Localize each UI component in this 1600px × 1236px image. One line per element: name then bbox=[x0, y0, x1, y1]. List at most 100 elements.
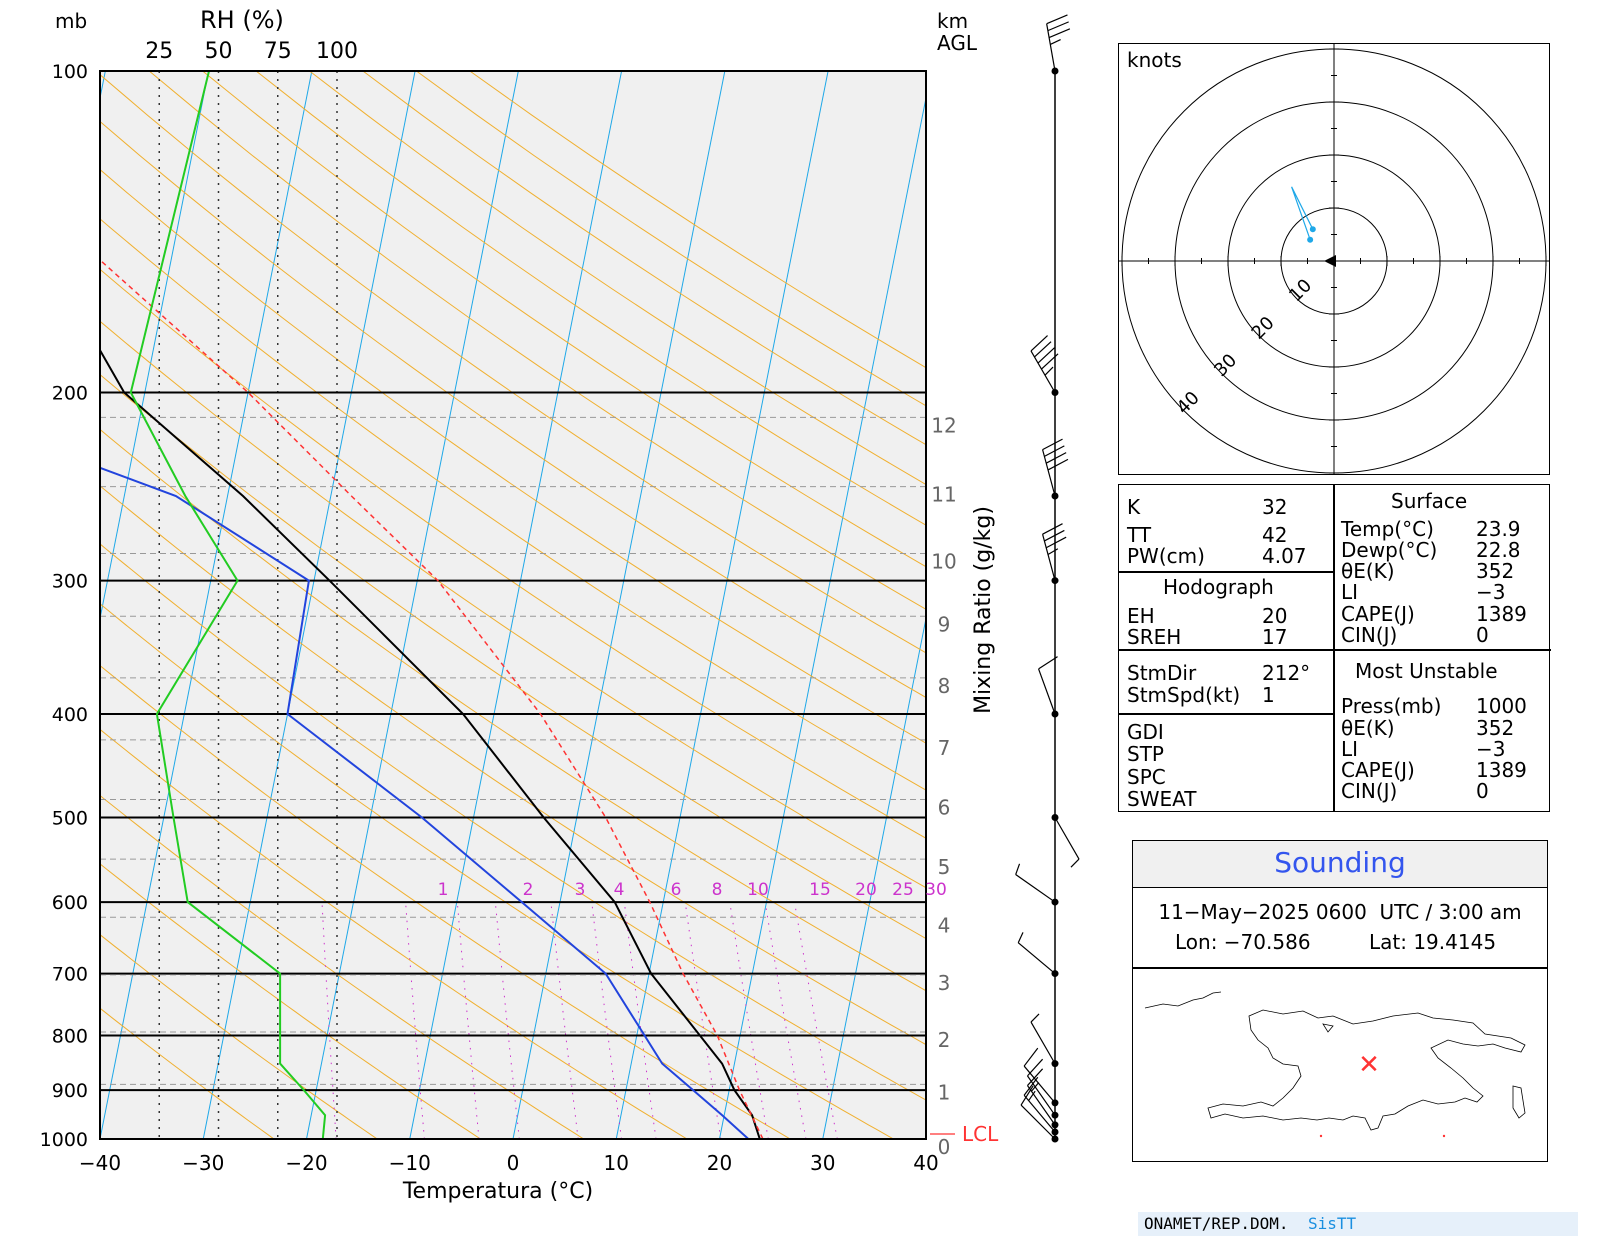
isotherm bbox=[100, 71, 313, 1139]
height-tick-label: 2 bbox=[938, 1028, 951, 1052]
wind-barb-flag bbox=[1042, 523, 1063, 535]
wind-barb-flag bbox=[1044, 529, 1065, 542]
footer-bar: ONAMET/REP.DOM. SisTT bbox=[1138, 1212, 1578, 1236]
x-tick-label: 10 bbox=[604, 1151, 629, 1175]
mu-label: CIN(J) bbox=[1341, 779, 1398, 803]
wind-barb-shaft bbox=[1023, 1065, 1056, 1104]
wind-barb-half-flag bbox=[1050, 39, 1061, 45]
dry-adiabat bbox=[100, 664, 791, 1139]
hodo-index-value: 20 bbox=[1262, 604, 1288, 628]
surface-label: Dewp(°C) bbox=[1341, 538, 1438, 562]
storm-value: 1 bbox=[1262, 683, 1275, 707]
x-tick-label: −20 bbox=[285, 1151, 327, 1175]
dry-adiabat bbox=[100, 168, 926, 744]
x-tick-label: −40 bbox=[79, 1151, 121, 1175]
mu-label: θE(K) bbox=[1341, 716, 1395, 740]
plot-area bbox=[100, 71, 926, 1139]
hodo-index-label: EH bbox=[1127, 604, 1155, 628]
x-tick-label: 40 bbox=[913, 1151, 938, 1175]
dry-adiabat bbox=[148, 71, 926, 610]
mu-value: −3 bbox=[1476, 737, 1506, 761]
isotherm bbox=[822, 615, 926, 1139]
sounding-title: Sounding bbox=[1274, 846, 1406, 879]
storm-label: StmSpd(kt) bbox=[1127, 683, 1241, 707]
mu-label: Press(mb) bbox=[1341, 694, 1442, 718]
sounding-datetime: 11−May−2025 0600 UTC / 3:00 am bbox=[1158, 900, 1522, 924]
rh-tick-label: 75 bbox=[264, 39, 292, 64]
height-tick-label: 0 bbox=[938, 1135, 951, 1159]
x-tick-label: 0 bbox=[507, 1151, 520, 1175]
wind-barb-flag bbox=[1037, 347, 1055, 364]
surface-title: Surface bbox=[1391, 489, 1468, 513]
pressure-tick-label: 1000 bbox=[40, 1129, 88, 1151]
location-marker: ✕ bbox=[1358, 1050, 1380, 1080]
height-tick-label: 5 bbox=[938, 855, 951, 879]
dry-adiabat bbox=[100, 485, 926, 1046]
other-index-label: SPC bbox=[1127, 765, 1166, 789]
hodograph-ring-label: 40 bbox=[1173, 387, 1204, 418]
height-tick-label: 1 bbox=[938, 1080, 951, 1104]
isotherm bbox=[202, 71, 416, 1139]
parcel-profile-line bbox=[100, 258, 764, 1139]
isotherm bbox=[925, 1136, 926, 1139]
rh-tick-label: 100 bbox=[316, 39, 358, 64]
wind-barb-shaft bbox=[1041, 534, 1056, 581]
wind-barb-half-flag bbox=[1017, 932, 1024, 943]
x-tick-label: 30 bbox=[810, 1151, 835, 1175]
surface-label: CIN(J) bbox=[1341, 623, 1398, 647]
dry-adiabat bbox=[100, 934, 378, 1139]
height-tick-label: 3 bbox=[938, 971, 951, 995]
pressure-tick-label: 400 bbox=[52, 704, 88, 726]
index-label: K bbox=[1127, 495, 1141, 519]
dry-adiabat bbox=[100, 218, 926, 791]
mixing-ratio-line bbox=[405, 902, 425, 1139]
hodograph-ring-label: 20 bbox=[1248, 313, 1279, 344]
mixing-ratio-tick-label: 3 bbox=[575, 880, 586, 900]
wind-barb-shaft bbox=[1030, 1021, 1056, 1064]
dewpoint-profile-line bbox=[100, 466, 750, 1139]
map-dot bbox=[1442, 1134, 1446, 1138]
isotherm bbox=[615, 71, 829, 1139]
x-tick-label: −10 bbox=[389, 1151, 431, 1175]
isotherm bbox=[0, 71, 2, 1139]
wind-barb-shaft bbox=[1017, 942, 1056, 975]
height-units-agl: AGL bbox=[937, 31, 978, 55]
surface-label: θE(K) bbox=[1341, 559, 1395, 583]
mixing-ratio-line bbox=[456, 902, 480, 1139]
x-axis-label: Temperatura (°C) bbox=[402, 1179, 593, 1204]
wind-barb-half-flag bbox=[1070, 858, 1080, 868]
height-units-label: km bbox=[937, 9, 968, 33]
wind-barb-half-flag bbox=[1030, 1013, 1040, 1023]
index-value: 42 bbox=[1262, 523, 1288, 547]
dry-adiabat bbox=[100, 74, 926, 654]
isotherm bbox=[100, 71, 210, 622]
mixing-ratio-tick-label: 4 bbox=[614, 880, 625, 900]
hodo-index-label: SREH bbox=[1127, 625, 1182, 649]
mixing-ratio-tick-label: 6 bbox=[671, 880, 682, 900]
index-label: TT bbox=[1127, 523, 1152, 547]
sounding-lon: Lon: −70.586 bbox=[1175, 930, 1311, 954]
mu-label: CAPE(J) bbox=[1341, 758, 1415, 782]
pressure-tick-label: 200 bbox=[52, 383, 88, 405]
wind-barb-half-flag bbox=[1028, 1090, 1036, 1101]
x-tick-label: −30 bbox=[182, 1151, 224, 1175]
wind-barb-flag bbox=[1042, 438, 1063, 451]
wind-barb-flag bbox=[1034, 341, 1052, 358]
wind-barb-shaft bbox=[1026, 1085, 1056, 1126]
sounding-lat: Lat: 19.4145 bbox=[1369, 930, 1497, 954]
mixing-ratio-tick-label: 30 bbox=[925, 880, 947, 900]
hodo-index-value: 17 bbox=[1262, 625, 1288, 649]
lcl-label: LCL bbox=[962, 1122, 999, 1146]
dry-adiabat bbox=[255, 71, 926, 526]
rh-axis-label: RH (%) bbox=[200, 6, 284, 34]
wind-barb-half-flag bbox=[1015, 863, 1021, 875]
pressure-tick-label: 300 bbox=[52, 571, 88, 593]
wind-barb-flag bbox=[1045, 536, 1067, 549]
x-tick-label: 20 bbox=[707, 1151, 732, 1175]
dry-adiabat bbox=[100, 794, 584, 1139]
footer-brand: SisTT bbox=[1308, 1214, 1357, 1233]
isotherm bbox=[409, 71, 623, 1139]
rh-profile-line bbox=[129, 71, 327, 1139]
surface-label: CAPE(J) bbox=[1341, 602, 1415, 626]
